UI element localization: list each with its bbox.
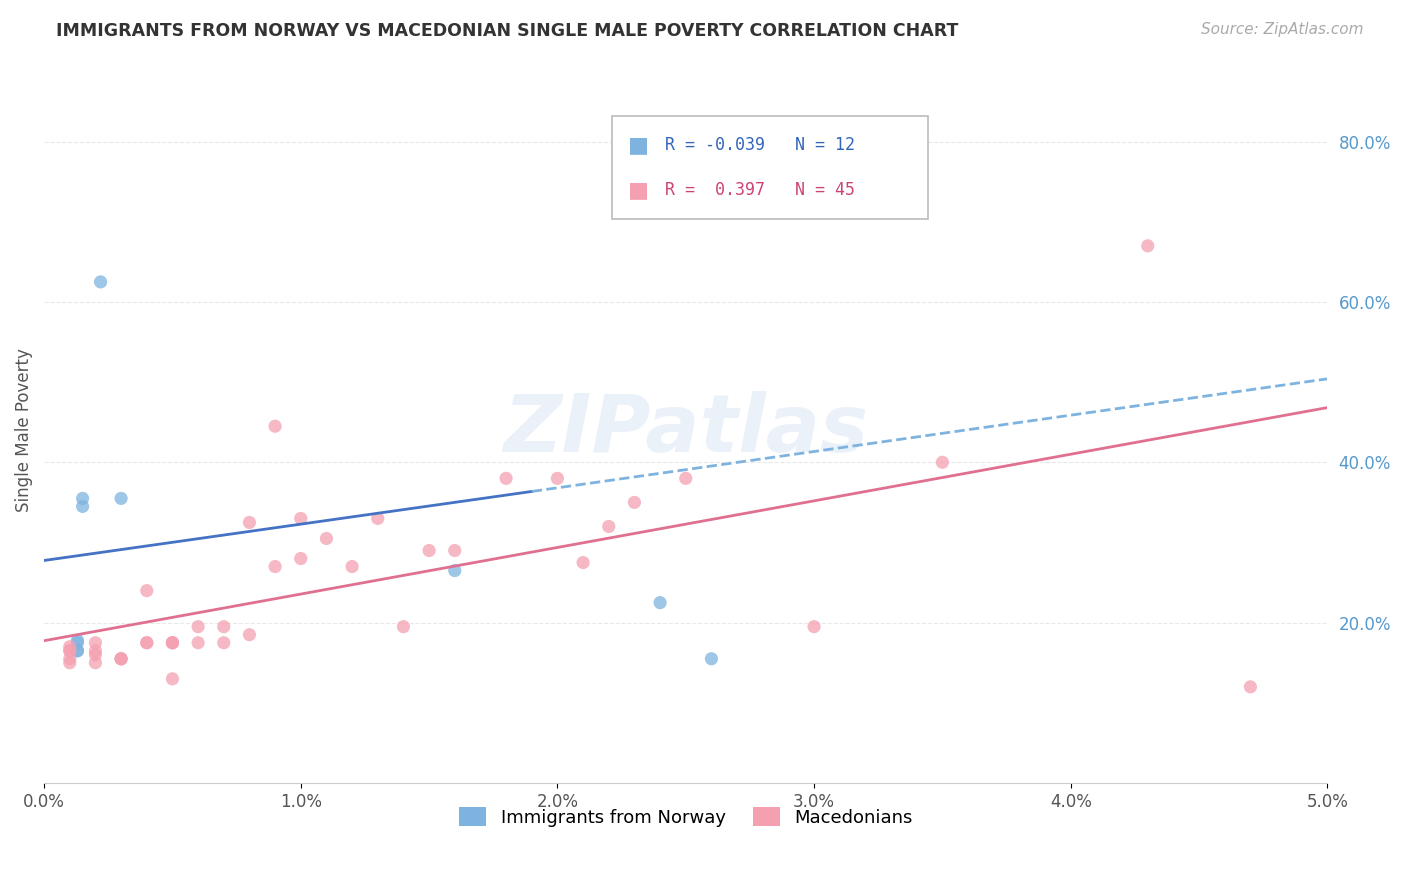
Point: [110, 652, 132, 666]
Point: [443, 543, 465, 558]
Point: [90, 275, 112, 289]
Text: R =  0.397   N = 45: R = 0.397 N = 45: [665, 181, 855, 199]
Text: ZIPatlas: ZIPatlas: [503, 392, 869, 469]
Point: [495, 471, 517, 485]
Text: IMMIGRANTS FROM NORWAY VS MACEDONIAN SINGLE MALE POVERTY CORRELATION CHART: IMMIGRANTS FROM NORWAY VS MACEDONIAN SIN…: [56, 22, 959, 40]
Legend: Immigrants from Norway, Macedonians: Immigrants from Norway, Macedonians: [451, 800, 920, 834]
Point: [648, 596, 671, 610]
Point: [66, 644, 89, 658]
Point: [572, 556, 595, 570]
Point: [66, 633, 89, 648]
Point: [72, 491, 94, 506]
Point: [59, 652, 82, 666]
Point: [1136, 239, 1159, 253]
Point: [110, 491, 132, 506]
Point: [931, 455, 953, 469]
Point: [803, 620, 825, 634]
Text: R = -0.039   N = 12: R = -0.039 N = 12: [665, 136, 855, 153]
Point: [264, 419, 287, 434]
Point: [290, 511, 312, 525]
Point: [623, 495, 645, 509]
Point: [59, 656, 82, 670]
Point: [367, 511, 389, 525]
Point: [66, 636, 89, 650]
Point: [84, 644, 107, 658]
Text: ■: ■: [628, 135, 650, 154]
Point: [340, 559, 363, 574]
Point: [135, 636, 157, 650]
Text: Source: ZipAtlas.com: Source: ZipAtlas.com: [1201, 22, 1364, 37]
Point: [66, 644, 89, 658]
Point: [162, 636, 184, 650]
Point: [392, 620, 415, 634]
Point: [162, 636, 184, 650]
Point: [135, 636, 157, 650]
Y-axis label: Single Male Poverty: Single Male Poverty: [15, 348, 32, 512]
Text: ■: ■: [628, 180, 650, 200]
Point: [212, 636, 235, 650]
Point: [418, 543, 440, 558]
Point: [84, 636, 107, 650]
Point: [264, 559, 287, 574]
Point: [187, 620, 209, 634]
Point: [238, 516, 260, 530]
Point: [187, 636, 209, 650]
Point: [162, 636, 184, 650]
Point: [72, 500, 94, 514]
Point: [700, 652, 723, 666]
Point: [598, 519, 620, 533]
Point: [1239, 680, 1261, 694]
Point: [725, 130, 748, 145]
Point: [59, 644, 82, 658]
Point: [59, 644, 82, 658]
Point: [110, 652, 132, 666]
Point: [59, 640, 82, 654]
Point: [546, 471, 568, 485]
Point: [84, 648, 107, 662]
Point: [238, 628, 260, 642]
Point: [675, 471, 697, 485]
Point: [212, 620, 235, 634]
Point: [135, 583, 157, 598]
Point: [315, 532, 337, 546]
Point: [84, 656, 107, 670]
Point: [443, 564, 465, 578]
Point: [110, 652, 132, 666]
Point: [290, 551, 312, 566]
Point: [162, 672, 184, 686]
